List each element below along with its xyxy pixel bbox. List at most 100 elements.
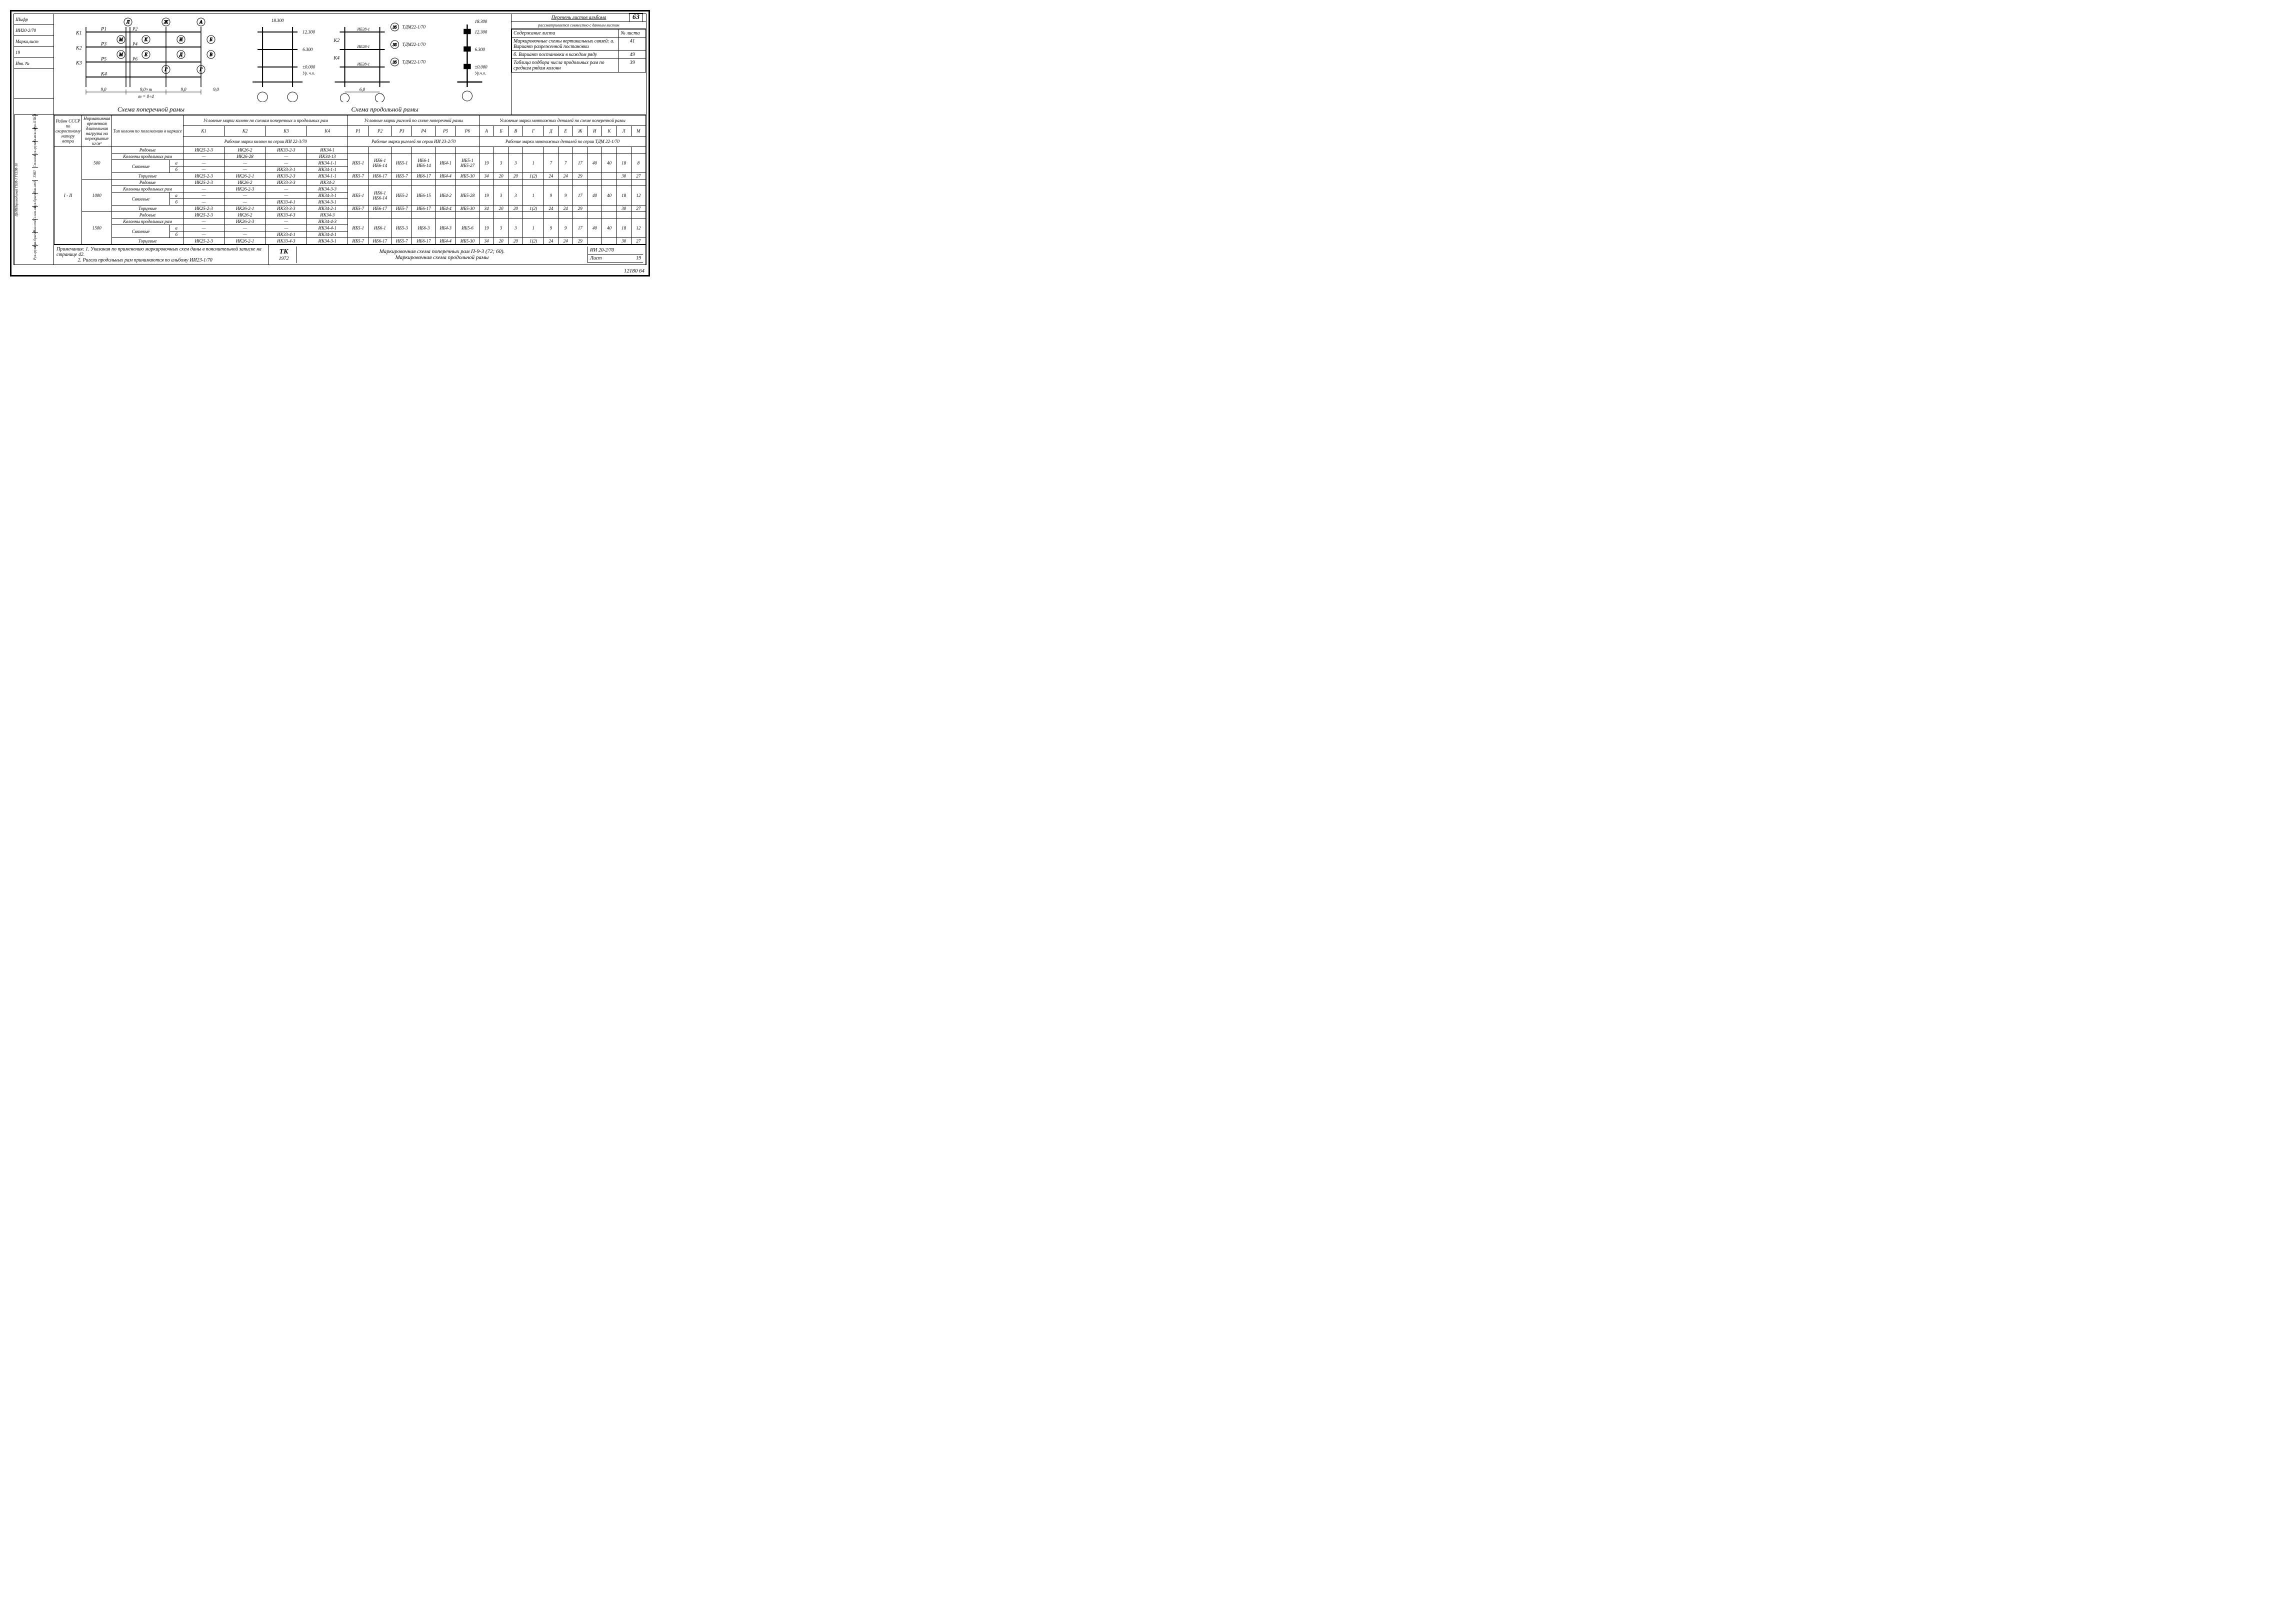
drawing-sheet: 63 Шифр ИИ20-2/70 Марка,лист 19 Инв. № [10, 10, 650, 276]
svg-text:К: К [144, 37, 148, 42]
sheet-label: Лист [590, 256, 635, 261]
svg-text:Р5: Р5 [100, 56, 106, 62]
album-row-num: 49 [619, 51, 646, 59]
svg-text:К3: К3 [76, 60, 82, 66]
stamp-row [14, 69, 54, 99]
svg-text:6,0: 6,0 [360, 87, 366, 92]
album-hdr-right: № листа [619, 30, 646, 38]
top-section: Шифр ИИ20-2/70 Марка,лист 19 Инв. № [14, 14, 646, 115]
svg-text:В: В [210, 52, 212, 57]
album-row-text: б. Вариант постановки в каждом ряду [512, 51, 619, 59]
svg-text:35: 35 [392, 42, 397, 47]
title-block: ТК 1972 Маркировочная схема поперечных р… [269, 245, 646, 264]
svg-text:ТДМ22-1/70: ТДМ22-1/70 [402, 60, 426, 64]
svg-text:ИБ28-1: ИБ28-1 [357, 44, 370, 49]
svg-text:m = 0÷4: m = 0÷4 [138, 94, 154, 99]
side-roles: Рук.ОТК-1Гл.инж.прРук.группыСт.инж.ГИПЗа… [32, 115, 54, 264]
svg-text:Ур.ч.п.: Ур.ч.п. [475, 71, 486, 76]
title-text: Маркировочная схема поперечных рам П-9-3… [296, 246, 588, 263]
album-hdr-left: Содержание листа [512, 30, 619, 38]
svg-text:Г: Г [164, 67, 168, 72]
svg-text:К1: К1 [76, 30, 82, 36]
svg-text:Е: Е [144, 52, 148, 57]
svg-text:К2: К2 [334, 38, 340, 44]
album-row-num: 39 [619, 59, 646, 72]
svg-text:Г: Г [199, 67, 202, 72]
archive-number: 12180 64 [12, 267, 648, 275]
tk-year: 1972 [272, 256, 296, 262]
inner-frame: 63 Шифр ИИ20-2/70 Марка,лист 19 Инв. № [14, 14, 646, 265]
side-role: Ст.инж. [32, 154, 38, 167]
left-stamp: Шифр ИИ20-2/70 Марка,лист 19 Инв. № [14, 14, 54, 114]
side-role: Рук.ОТК-1 [32, 115, 38, 128]
svg-text:12.300: 12.300 [475, 30, 488, 34]
svg-text:Р1: Р1 [100, 26, 106, 32]
svg-text:ИБ28-1: ИБ28-1 [357, 27, 370, 32]
stamp-row: ИИ20-2/70 [14, 25, 54, 36]
svg-text:К4: К4 [100, 72, 107, 77]
side-role: Рук.бригад [32, 193, 38, 206]
svg-text:Б: Б [209, 37, 212, 42]
drawing-code: ИИ 20-2/70 [590, 248, 641, 253]
album-list: Перечень листов альбома рассматривается … [511, 14, 646, 114]
svg-text:18.300: 18.300 [272, 18, 284, 23]
diagram-levels-2: 18.300 12.300 6.300 ±0.000 Ур.ч.п. [450, 17, 509, 114]
svg-text:9,0: 9,0 [213, 87, 219, 92]
svg-text:Р3: Р3 [100, 42, 106, 47]
album-table: Содержание листа № листа Маркировочные с… [512, 29, 646, 72]
svg-text:А: А [199, 20, 202, 24]
diagram1-caption: Схема поперечной рамы [56, 106, 246, 114]
side-role: Рук.группы [32, 245, 38, 258]
diagram-levels-1: 18.300 12.300 6.300 ±0.000 Ур. ч.п. [246, 17, 319, 114]
notes-line: 1. Указания по применению маркировочных … [56, 246, 262, 258]
svg-text:6.300: 6.300 [302, 47, 313, 52]
svg-text:Ж: Ж [164, 20, 168, 24]
svg-text:35: 35 [392, 60, 397, 64]
stamp-row: 19 [14, 47, 54, 58]
notes-label: Примечания: [56, 246, 84, 252]
svg-text:Р4: Р4 [132, 42, 138, 46]
svg-text:М: М [118, 52, 123, 57]
svg-text:Ур. ч.п.: Ур. ч.п. [302, 71, 315, 76]
tk-text: ТК [272, 248, 296, 256]
svg-text:Д: Д [179, 52, 183, 57]
svg-text:9,0: 9,0 [100, 87, 106, 92]
stamp-row: Шифр [14, 14, 54, 25]
svg-text:9,0: 9,0 [180, 87, 186, 92]
title-line2: Маркировочная схема продольной рамы [298, 254, 586, 260]
tk-stamp: ТК 1972 [272, 246, 296, 263]
sheet-number: 19 [636, 256, 641, 261]
notes-and-title: Примечания: 1. Указания по применению ма… [54, 244, 646, 264]
svg-text:М: М [118, 37, 123, 42]
page-number: 63 [629, 13, 643, 22]
svg-text:ТДМ22-1/70: ТДМ22-1/70 [402, 42, 426, 47]
svg-text:Р2: Р2 [132, 26, 138, 32]
code-box: ИИ 20-2/70 Лист 19 [588, 246, 643, 263]
album-title: Перечень листов альбома [512, 14, 646, 22]
svg-text:35: 35 [392, 25, 397, 30]
title-line1: Маркировочная схема поперечных рам П-9-3… [298, 248, 586, 254]
album-row-text: Таблица подбора числа продольных рам по … [512, 59, 619, 72]
svg-text:18.300: 18.300 [475, 19, 488, 24]
stamp-row: Марка,лист [14, 36, 54, 47]
side-orgs: ЦНИИпромзданий ГПИ-1 ГСПИ-10 [14, 115, 32, 264]
svg-text:12.300: 12.300 [302, 30, 315, 34]
stamp-row: Инв. № [14, 58, 54, 69]
svg-text:±0.000: ±0.000 [475, 64, 488, 70]
diagram3-caption: Схема продольной рамы [319, 106, 450, 114]
main-table-section: ЦНИИпромзданий ГПИ-1 ГСПИ-10 Рук.ОТК-1Гл… [14, 115, 646, 264]
svg-text:ИБ28-1: ИБ28-1 [357, 62, 370, 66]
diagram-longitudinal-frame: К2 К4 ИБ28-1 ИБ28-1 ИБ28-1 35 35 35 ТДМ2… [319, 17, 450, 114]
svg-text:ТДМ22-1/70: ТДМ22-1/70 [402, 24, 426, 30]
album-subtitle: рассматривается совместно с данным листо… [512, 22, 646, 29]
notes: Примечания: 1. Указания по применению ма… [54, 245, 269, 264]
svg-text:И: И [179, 37, 183, 42]
diagrams-area: К1 К2 К3 Р1 Р3 Р5 К4 Р2 Р4 Р6 Л [54, 14, 511, 114]
side-role: Рук.группы [32, 141, 38, 154]
side-role: Гл.кон.ин. [32, 206, 38, 219]
svg-text:К2: К2 [76, 46, 82, 51]
diagram-transverse-frame: К1 К2 К3 Р1 Р3 Р5 К4 Р2 Р4 Р6 Л [56, 17, 246, 114]
side-role: ГИП [32, 167, 38, 180]
svg-text:Л: Л [126, 20, 130, 24]
svg-text:9,0×m: 9,0×m [140, 87, 152, 92]
